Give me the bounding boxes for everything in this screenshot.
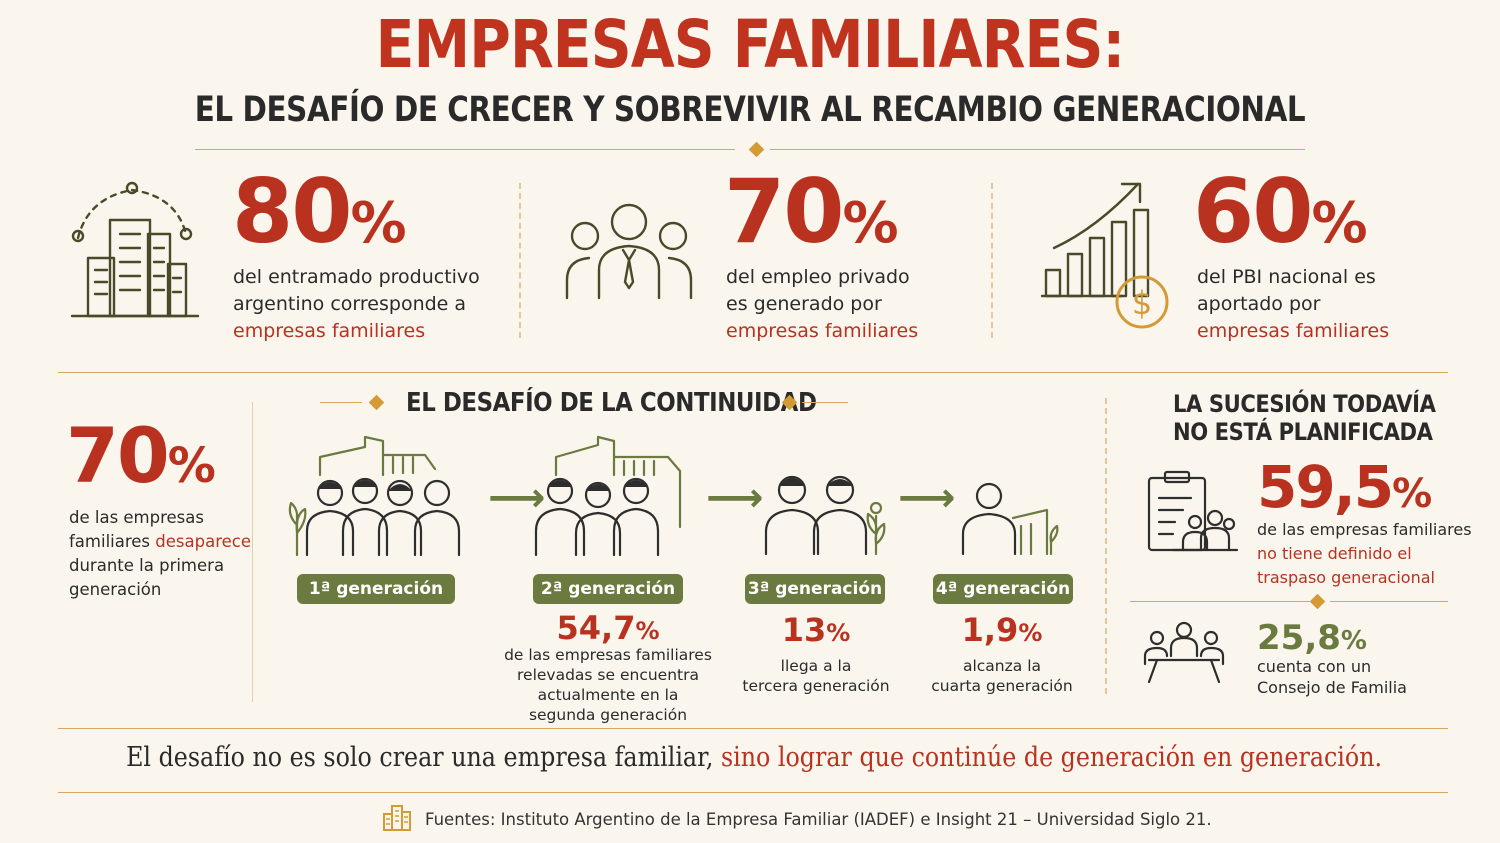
header-divider-left [195, 149, 735, 150]
generation-3-label: 3ª generación [745, 574, 885, 604]
people-group-icon [565, 200, 693, 304]
stat-value-2: 70% [724, 160, 899, 263]
stat-text-1: del entramado productivo argentino corre… [233, 266, 480, 342]
svg-text:$: $ [1132, 284, 1152, 322]
continuity-line-left [320, 402, 362, 403]
buildings-icon [68, 178, 203, 327]
generation-1-label: 1ª generación [297, 574, 455, 604]
arrow-right-icon: ⟶ [898, 475, 956, 521]
header-diamond [748, 141, 765, 158]
left-stat-value: 70% [66, 411, 216, 500]
continuity-line-right [802, 402, 848, 403]
generation-4-text: alcanza la cuarta generación [931, 657, 1073, 695]
succession-title: LA SUCESIÓN TODAVÍA NO ESTÁ PLANIFICADA [1173, 390, 1436, 446]
section-divider [58, 372, 1448, 373]
generation-1-illustration [285, 435, 475, 564]
growth-chart-icon: $ [1040, 178, 1172, 337]
clipboard-meeting-icon [1145, 470, 1240, 559]
stat-text-2: del empleo privado es generado por empre… [726, 266, 919, 342]
header-divider-right [770, 149, 1305, 150]
succession-value-1: 59,5% [1257, 453, 1433, 521]
generation-4-illustration [955, 478, 1065, 562]
continuity-diamond-left [368, 394, 385, 411]
stat-value-1: 80% [232, 160, 407, 263]
stat-text-3: del PBI nacional es aportado por empresa… [1197, 266, 1390, 342]
generation-3-text: llega a la tercera generación [742, 657, 890, 695]
generation-2-label: 2ª generación [533, 574, 683, 604]
generation-2-text: de las empresas familiares relevadas se … [504, 646, 712, 724]
stat-value-3: 60% [1193, 160, 1368, 263]
stat-separator-2 [991, 183, 993, 338]
family-council-icon [1143, 620, 1225, 690]
succession-diamond [1309, 593, 1326, 610]
left-stat-text: de las empresas familiares desaparece du… [69, 508, 251, 599]
generation-2-illustration [528, 435, 693, 564]
generation-4-value: 1,9% [961, 611, 1043, 649]
left-separator [252, 402, 253, 702]
right-separator [1105, 398, 1107, 694]
generation-2-value: 54,7% [556, 609, 660, 647]
generation-3-illustration [760, 468, 895, 562]
footer-divider-bottom [58, 792, 1448, 793]
succession-text-2: cuenta con un Consejo de Familia [1257, 657, 1407, 697]
succession-value-2: 25,8% [1257, 618, 1367, 658]
page-title: EMPRESAS FAMILIARES: [375, 6, 1126, 83]
stat-separator [519, 183, 521, 338]
footer-quote: El desafío no es solo crear una empresa … [126, 742, 1383, 773]
arrow-right-icon: ⟶ [706, 475, 764, 521]
footer-divider-top [58, 728, 1448, 729]
continuity-title: EL DESAFÍO DE LA CONTINUIDAD [406, 388, 817, 418]
succession-divider-left [1130, 601, 1310, 602]
succession-divider-right [1330, 601, 1448, 602]
arrow-right-icon: ⟶ [488, 475, 546, 521]
sources-text: Fuentes: Instituto Argentino de la Empre… [425, 810, 1212, 829]
building-small-icon [382, 802, 412, 836]
generation-3-value: 13% [781, 611, 851, 649]
succession-text-1: de las empresas familiares no tiene defi… [1257, 520, 1472, 587]
generation-4-label: 4ª generación [933, 574, 1073, 604]
page-subtitle: EL DESAFÍO DE CRECER Y SOBREVIVIR AL REC… [194, 90, 1306, 130]
